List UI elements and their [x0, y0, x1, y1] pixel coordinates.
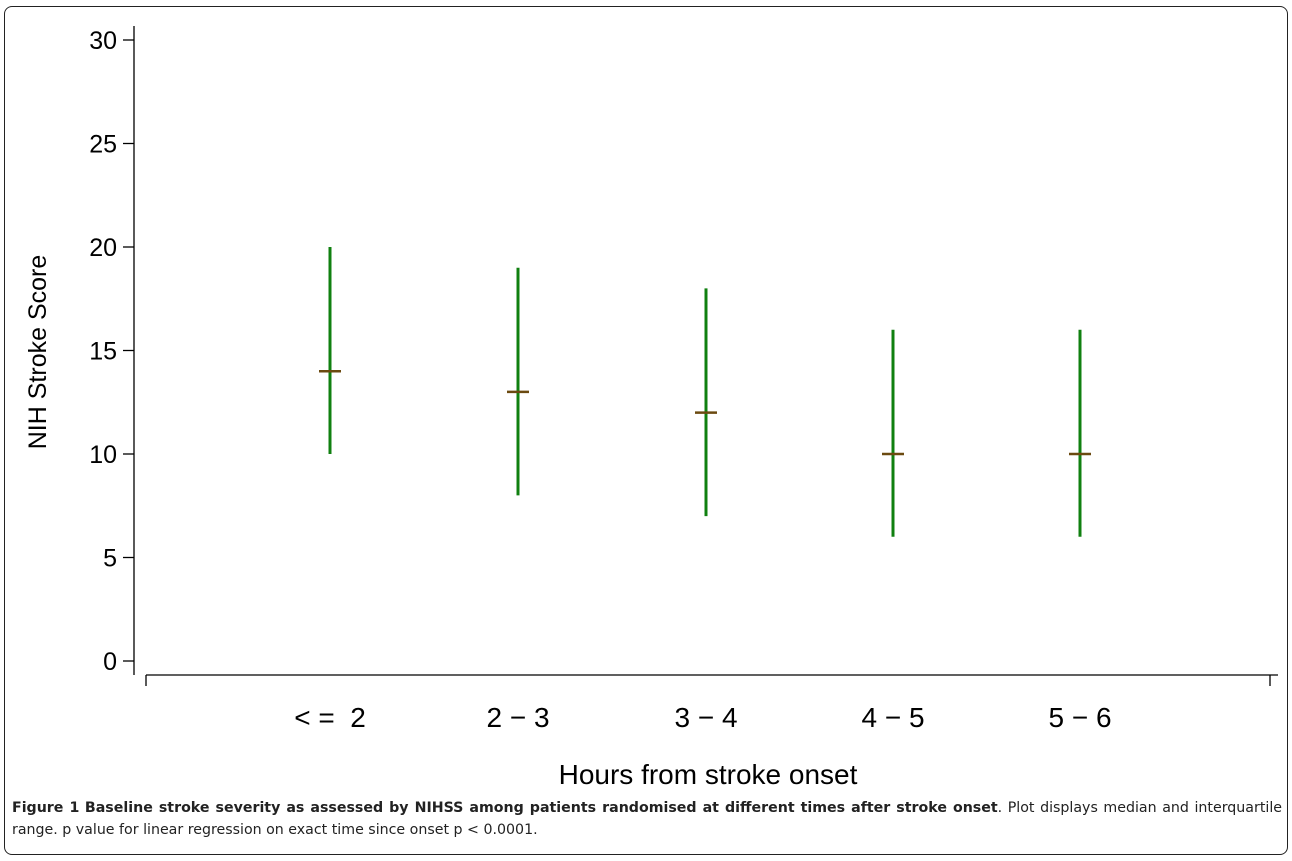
y-ticks: 0 5 10 15 20 25 30: [89, 27, 134, 676]
range-bar-group: [1069, 329, 1091, 537]
y-tick-label: 25: [89, 131, 117, 159]
x-tick-label: < = 2: [294, 702, 366, 733]
x-tick-label: 3 − 4: [674, 702, 737, 733]
caption-label: Figure 1: [12, 800, 80, 816]
y-tick-label: 0: [103, 648, 117, 676]
caption-title: Baseline stroke severity as assessed by …: [84, 800, 998, 816]
y-tick-label: 20: [89, 234, 117, 262]
range-bar-group: [882, 329, 904, 537]
x-tick-label: 5 − 6: [1048, 702, 1111, 733]
x-axis-label: Hours from stroke onset: [559, 759, 858, 790]
series-interquartile-ranges: [319, 247, 1091, 537]
range-bar-group: [695, 288, 717, 517]
y-tick-label: 10: [89, 441, 117, 469]
y-tick-label: 15: [89, 338, 117, 366]
range-bar-group: [319, 247, 341, 454]
x-tick-label: 2 − 3: [486, 702, 549, 733]
y-tick-label: 5: [103, 545, 117, 573]
x-tick-label: 4 − 5: [861, 702, 924, 733]
chart: 0 5 10 15 20 25 30 < = 2 2 − 3 3 − 4 4 − 5 5 − 6 N…: [24, 26, 1278, 790]
figure-caption: Figure 1 Baseline stroke severity as ass…: [12, 797, 1282, 841]
figure-frame: [4, 6, 1288, 855]
range-bar-group: [507, 267, 529, 496]
y-tick-label: 30: [89, 27, 117, 55]
x-ticks: < = 2 2 − 3 3 − 4 4 − 5 5 − 6: [294, 702, 1111, 733]
y-axis-label: NIH Stroke Score: [24, 255, 52, 450]
caption-text: . Plot displays median and interquartile…: [12, 800, 1282, 838]
